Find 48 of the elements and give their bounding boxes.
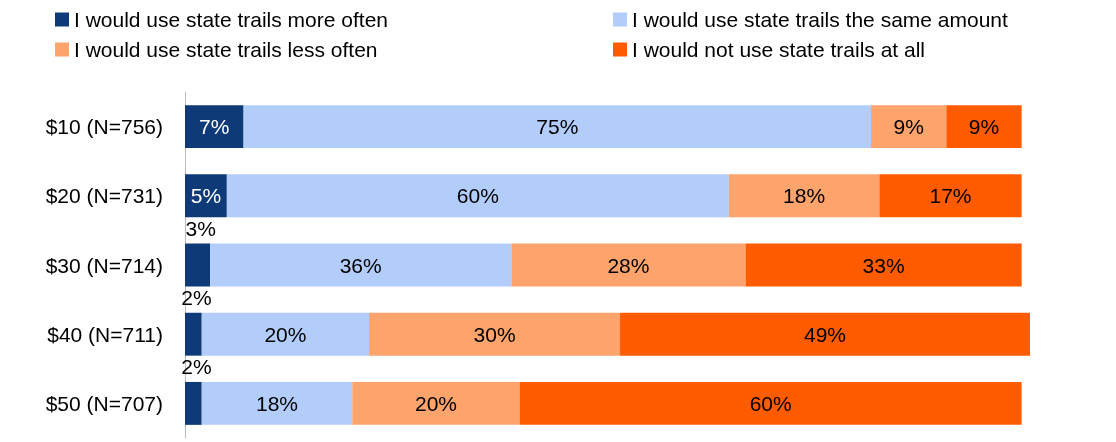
bar xyxy=(352,381,520,425)
bar xyxy=(946,105,1022,149)
data-label: 60% xyxy=(456,184,499,208)
bar xyxy=(185,243,211,287)
bar xyxy=(745,243,1022,287)
y-tick-label: $40 (N=711) xyxy=(47,322,163,346)
data-label: 30% xyxy=(473,322,516,346)
bar xyxy=(201,381,353,425)
legend-label: I would use state trails the same amount xyxy=(632,8,1009,31)
legend-label: I would use state trails more often xyxy=(74,8,388,31)
data-label: 18% xyxy=(783,184,826,208)
bar xyxy=(185,312,202,356)
legend-label: I would use state trails less often xyxy=(74,38,378,61)
bar xyxy=(511,243,746,287)
data-label: 2% xyxy=(181,285,212,309)
bar xyxy=(369,312,621,356)
data-label: 9% xyxy=(968,115,1000,139)
y-tick-label: $30 (N=714) xyxy=(45,253,163,277)
data-label: 18% xyxy=(256,391,299,415)
data-label: 2% xyxy=(181,354,212,378)
data-label: 28% xyxy=(607,253,650,277)
data-label: 36% xyxy=(339,253,382,277)
bar xyxy=(210,243,512,287)
bar xyxy=(519,381,1022,425)
data-label: 5% xyxy=(190,184,222,208)
data-label: 49% xyxy=(804,322,847,346)
bar xyxy=(728,174,880,218)
y-tick-label: $20 (N=731) xyxy=(45,184,163,208)
bar xyxy=(620,312,1030,356)
data-label: 3% xyxy=(185,216,216,240)
data-label: 17% xyxy=(929,184,972,208)
bar xyxy=(201,312,370,356)
bar xyxy=(243,105,872,149)
data-label: 33% xyxy=(862,253,905,277)
data-label: 20% xyxy=(414,391,458,415)
bar xyxy=(871,105,947,149)
y-tick-label: $10 (N=756) xyxy=(45,115,163,139)
legend-label: I would not use state trails at all xyxy=(632,38,925,61)
bar xyxy=(185,381,202,425)
data-label: 20% xyxy=(264,322,307,346)
data-label: 60% xyxy=(749,391,792,415)
bar xyxy=(226,174,729,218)
bar xyxy=(185,105,244,149)
data-label: 9% xyxy=(893,115,924,139)
y-tick-label: $50 (N=707) xyxy=(45,391,163,415)
bar xyxy=(879,174,1022,218)
data-label: 7% xyxy=(199,115,230,139)
data-label: 75% xyxy=(536,115,579,139)
